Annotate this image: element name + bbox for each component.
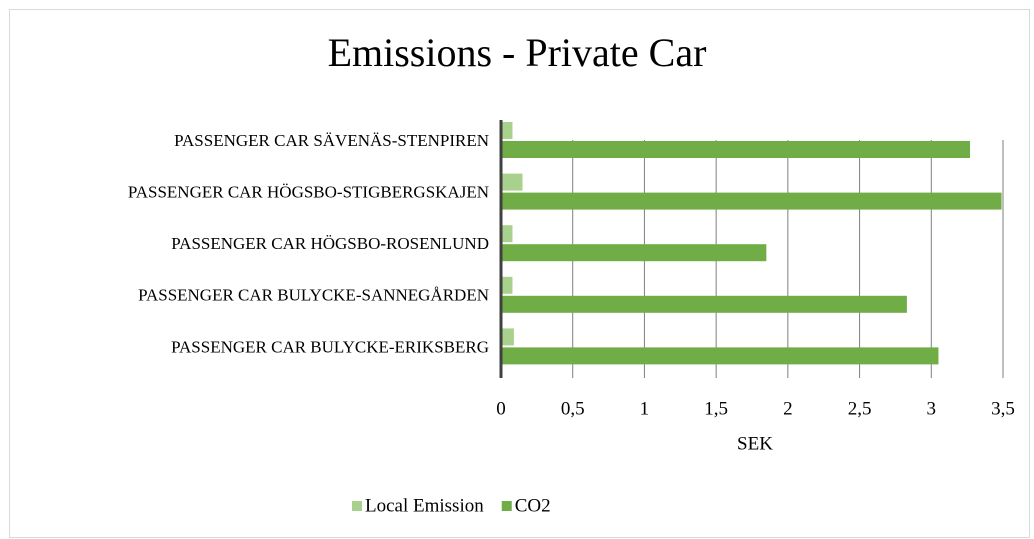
y-tick-label: PASSENGER CAR HÖGSBO-ROSENLUND [171,234,489,253]
legend-swatch [501,501,512,511]
legend-swatch [352,501,362,511]
bar [501,347,939,365]
bar [501,328,514,346]
bar [501,141,971,158]
legend-label: Local Emission [365,495,484,516]
x-axis-label: SEK [737,433,773,454]
bar [501,173,523,191]
chart-title: Emissions - Private Car [328,30,707,75]
bar [501,192,1002,210]
x-tick-label: 1 [640,398,650,419]
x-tick-label: 1,5 [704,398,728,419]
chart-frame [9,9,1030,538]
y-tick-label: PASSENGER CAR BULYCKE-ERIKSBERG [171,337,489,356]
x-tick-label: 2 [783,398,793,419]
x-tick-label: 3,5 [991,398,1015,419]
y-tick-label: PASSENGER CAR BULYCKE-SANNEGÅRDEN [138,286,489,305]
bar [501,276,513,294]
bar [501,225,513,243]
y-tick-label: PASSENGER CAR SÄVENÄS-STENPIREN [174,131,489,150]
bar [501,122,513,139]
x-tick-label: 2,5 [848,398,872,419]
bar [501,295,907,313]
x-tick-label: 0,5 [561,398,585,419]
y-tick-label: PASSENGER CAR HÖGSBO-STIGBERGSKAJEN [128,183,489,202]
legend-label: CO2 [515,495,551,516]
bar [501,244,767,262]
x-tick-label: 3 [927,398,937,419]
x-tick-label: 0 [496,398,506,419]
